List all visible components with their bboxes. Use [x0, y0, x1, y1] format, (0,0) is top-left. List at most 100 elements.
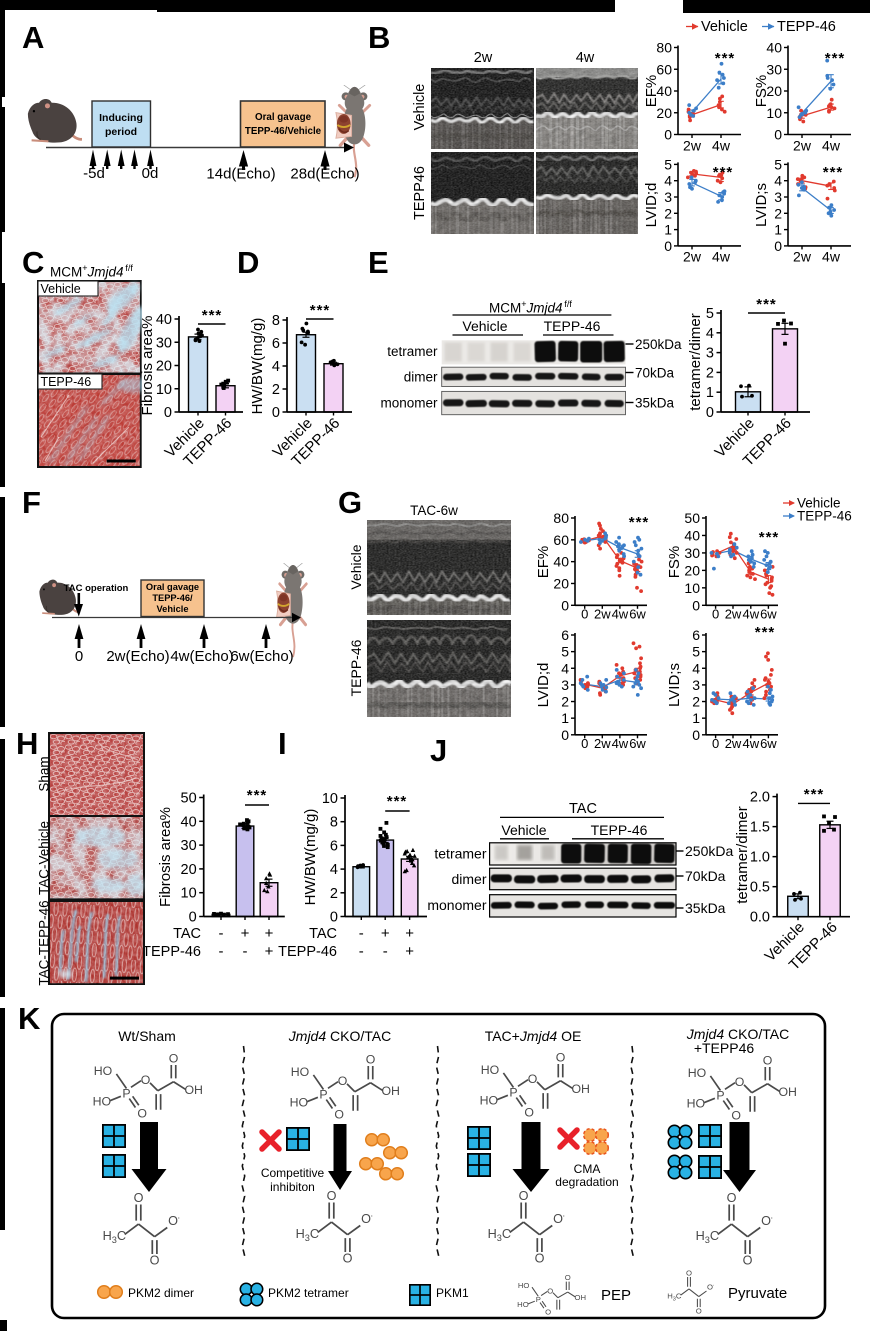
svg-text:EF%: EF% [535, 546, 552, 579]
svg-text:P: P [536, 1295, 541, 1304]
svg-text:HO: HO [93, 1094, 111, 1108]
svg-text:O: O [150, 1253, 160, 1267]
svg-text:Vehicle: Vehicle [797, 496, 841, 511]
svg-text:H3C: H3C [696, 1229, 719, 1245]
svg-text:***: *** [756, 296, 777, 313]
svg-text:***: *** [310, 302, 331, 319]
svg-text:P: P [122, 1086, 130, 1100]
svg-text:6: 6 [330, 838, 338, 854]
svg-text:TEPP-46/: TEPP-46/ [152, 593, 193, 603]
svg-text:6: 6 [561, 627, 569, 643]
svg-text:***: *** [715, 50, 736, 67]
svg-text:Vehicle: Vehicle [701, 19, 748, 35]
svg-text:20: 20 [156, 359, 172, 375]
svg-text:1.0: 1.0 [750, 850, 770, 866]
svg-text:Competitive: Competitive [261, 1166, 325, 1180]
svg-text:O: O [547, 1287, 553, 1296]
svg-text:6: 6 [272, 336, 280, 352]
svg-text:40: 40 [156, 312, 172, 328]
svg-text:2: 2 [692, 694, 700, 710]
svg-text:0: 0 [692, 597, 700, 613]
svg-text:0: 0 [712, 607, 719, 622]
svg-text:6w: 6w [760, 736, 777, 751]
svg-text:0: 0 [706, 405, 714, 421]
svg-text:OH: OH [778, 1085, 796, 1099]
svg-text:TEPP-46: TEPP-46 [777, 19, 836, 35]
svg-text:***: *** [629, 514, 650, 531]
svg-text:0: 0 [189, 910, 197, 926]
svg-text:40: 40 [656, 83, 672, 99]
svg-text:O: O [735, 1075, 745, 1089]
svg-text:H3C: H3C [103, 1229, 126, 1245]
svg-text:EF%: EF% [643, 75, 660, 108]
svg-text:Vehicle: Vehicle [501, 822, 546, 838]
svg-text:O: O [168, 1214, 178, 1228]
svg-text:HO: HO [480, 1093, 498, 1107]
svg-text:O: O [761, 1214, 771, 1228]
svg-text:TAC: TAC [173, 926, 201, 942]
svg-text:80: 80 [656, 40, 672, 56]
svg-text:O: O [334, 1108, 344, 1122]
svg-text:40: 40 [684, 527, 700, 543]
svg-text:O: O [519, 1189, 529, 1203]
svg-text:O: O [686, 1269, 692, 1278]
svg-text:4w: 4w [742, 736, 759, 751]
svg-text:3: 3 [664, 189, 672, 205]
svg-text:0: 0 [664, 238, 672, 254]
svg-text:-: - [243, 943, 248, 960]
svg-text:-: - [359, 943, 364, 960]
svg-text:+: + [405, 925, 414, 942]
svg-text:tetramer/dimer: tetramer/dimer [734, 806, 751, 904]
svg-text:LVID;s: LVID;s [666, 663, 683, 707]
svg-text:H3C: H3C [667, 1292, 682, 1303]
svg-text:4w(Echo): 4w(Echo) [170, 648, 233, 665]
svg-text:250kDa: 250kDa [635, 337, 682, 352]
svg-text:0: 0 [330, 910, 338, 926]
svg-text:PKM2 tetramer: PKM2 tetramer [268, 1286, 349, 1300]
svg-text:***: *** [387, 793, 408, 810]
svg-text:2w: 2w [683, 138, 702, 154]
svg-text:5: 5 [692, 644, 700, 660]
svg-text:P: P [319, 1087, 327, 1101]
svg-text:Jmjd4 CKO/TAC: Jmjd4 CKO/TAC [288, 1028, 391, 1044]
svg-text:HO: HO [291, 1065, 309, 1079]
svg-text:TAC operation: TAC operation [64, 583, 129, 594]
svg-text:4w: 4w [612, 607, 629, 622]
svg-text:Wt/Sham: Wt/Sham [118, 1028, 176, 1044]
svg-text:Vehicle: Vehicle [40, 282, 80, 296]
svg-text:Vehicle: Vehicle [156, 604, 188, 614]
svg-text:4w: 4w [822, 138, 841, 154]
svg-text:0: 0 [164, 405, 172, 421]
svg-text:O: O [134, 1191, 144, 1205]
svg-text:2: 2 [272, 382, 280, 398]
svg-text:TAC: TAC [309, 926, 337, 942]
svg-text:P: P [716, 1088, 724, 1102]
svg-text:20: 20 [766, 83, 782, 99]
svg-text:***: *** [755, 624, 776, 641]
svg-text:30: 30 [156, 335, 172, 351]
svg-text:3: 3 [706, 346, 714, 362]
svg-text:0: 0 [712, 736, 719, 751]
svg-text:2: 2 [774, 205, 782, 221]
svg-text:0.0: 0.0 [750, 910, 770, 926]
svg-text:H3C: H3C [296, 1227, 319, 1243]
svg-text:dimer: dimer [451, 871, 486, 887]
svg-text:OH: OH [381, 1084, 399, 1098]
svg-text:0: 0 [774, 238, 782, 254]
svg-text:0: 0 [692, 727, 700, 743]
svg-text:LVID;d: LVID;d [535, 663, 552, 708]
svg-text:3: 3 [774, 189, 782, 205]
svg-text:monomer: monomer [427, 897, 486, 913]
svg-text:HW/BW(mg/g): HW/BW(mg/g) [302, 809, 319, 906]
svg-text:0d: 0d [142, 165, 159, 182]
svg-text:LVID;d: LVID;d [643, 183, 660, 228]
svg-text:2w: 2w [725, 736, 742, 751]
svg-text:HO: HO [518, 1281, 530, 1290]
svg-text:.: . [177, 1210, 180, 1220]
svg-text:LVID;s: LVID;s [753, 183, 770, 227]
svg-text:2w: 2w [725, 607, 742, 622]
svg-text:HO: HO [687, 1096, 705, 1110]
svg-text:80: 80 [553, 510, 569, 526]
svg-text:period: period [105, 126, 137, 138]
svg-text:250kDa: 250kDa [685, 843, 733, 859]
